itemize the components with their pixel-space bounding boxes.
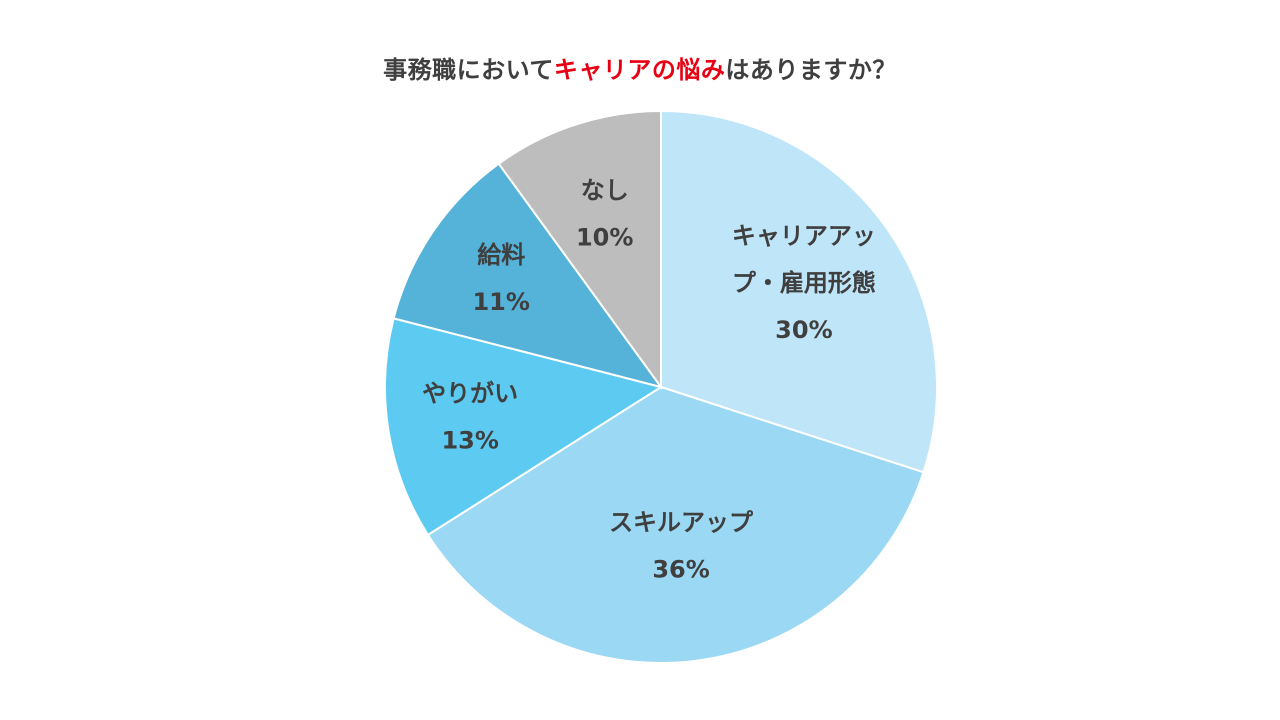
pie-slice-label-1: キャリアアップ・雇用形態 30%: [732, 222, 876, 344]
slice-category-label: キャリアアッ: [732, 222, 876, 250]
chart-title-highlight: キャリアの悩み: [553, 56, 726, 84]
pie-slice-label-3: やりがい 13%: [422, 380, 518, 455]
slice-category-label: 給料: [477, 241, 525, 269]
slice-value-label: 13%: [441, 427, 498, 455]
pie-slice-5: [497, 109, 662, 391]
pie-slice-1: [660, 109, 938, 474]
pie-slice-label-5: なし 10%: [576, 176, 633, 251]
slice-category-label: プ・雇用形態: [732, 269, 876, 297]
slice-value-label: 30%: [775, 316, 832, 344]
chart-title: 事務職においてキャリアの悩みはありますか？: [0, 50, 1280, 85]
pie-slice-3: [384, 317, 664, 537]
slice-value-label: 11%: [472, 288, 529, 316]
chart-title-suffix: はありますか？: [725, 56, 897, 84]
pie-slice-2: [426, 385, 925, 664]
slice-value-label: 10%: [576, 223, 633, 251]
chart-title-prefix: 事務職において: [383, 56, 554, 84]
slice-category-label: やりがい: [422, 380, 518, 408]
pie-slice-4: [392, 162, 664, 389]
slice-category-label: スキルアップ: [609, 508, 754, 536]
slice-value-label: 36%: [652, 555, 709, 583]
slice-category-label: なし: [581, 176, 629, 204]
pie-slice-label-4: 給料 11%: [472, 241, 529, 316]
pie-slice-label-2: スキルアップ 36%: [609, 508, 754, 583]
